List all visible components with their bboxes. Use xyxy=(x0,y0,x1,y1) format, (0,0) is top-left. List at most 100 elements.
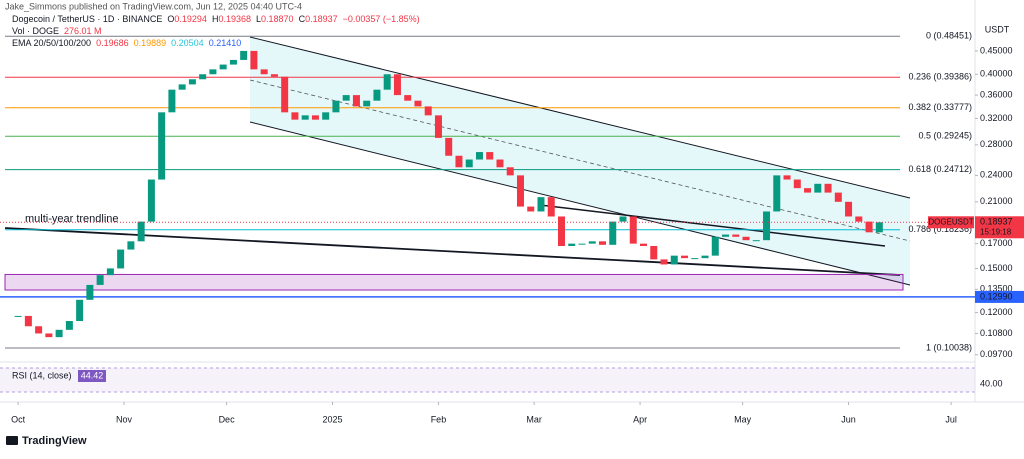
candle xyxy=(250,50,258,70)
candle xyxy=(291,112,299,120)
candle xyxy=(434,115,442,138)
rsi-band xyxy=(0,368,975,392)
y-tick-label: 0.24000 xyxy=(980,170,1013,180)
x-tick-label: Dec xyxy=(219,414,236,424)
ema-label: EMA 20/50/100/200 xyxy=(12,38,91,48)
candle xyxy=(527,206,535,212)
y-tick-label: 0.32000 xyxy=(980,113,1013,123)
ema-value: 0.19686 xyxy=(96,38,129,48)
candle xyxy=(804,188,812,193)
last-price-name-box xyxy=(928,216,974,229)
candle xyxy=(834,192,842,202)
ema-value: 0.19889 xyxy=(134,38,167,48)
candle xyxy=(619,216,627,222)
y-tick-label: 0.36000 xyxy=(980,89,1013,99)
candle xyxy=(65,321,73,330)
candle xyxy=(424,106,432,116)
candle xyxy=(445,137,453,156)
x-tick-label: Mar xyxy=(526,414,542,424)
footer-logo: TradingView xyxy=(6,435,87,447)
candle xyxy=(578,243,586,245)
ohlc-value: 0.19294 xyxy=(174,14,207,24)
legend-symbol: Dogecoin / TetherUS · 1D · BINANCE O0.192… xyxy=(12,14,420,24)
candle xyxy=(568,243,576,246)
fib-label: 0.5 (0.29245) xyxy=(918,131,972,141)
x-tick-label: Jun xyxy=(841,414,856,424)
candle xyxy=(486,152,494,160)
ohlc-key: O xyxy=(167,14,174,24)
candle xyxy=(383,74,391,90)
ohlc-value: 0.19368 xyxy=(218,14,251,24)
symbol: Dogecoin / TetherUS · 1D · BINANCE xyxy=(12,14,162,24)
candle xyxy=(516,175,524,207)
candle xyxy=(281,76,289,113)
logo-icon xyxy=(6,436,18,445)
rsi-tick-label: 40.00 xyxy=(980,378,1003,388)
candle xyxy=(260,69,268,75)
x-tick-label: Jul xyxy=(945,414,957,424)
candle xyxy=(640,243,648,246)
y-tick-label: 0.12000 xyxy=(980,307,1013,317)
candle xyxy=(875,222,883,233)
candle xyxy=(670,255,678,265)
candle xyxy=(732,234,740,237)
x-tick-label: Feb xyxy=(431,414,447,424)
ohlc-key: C xyxy=(299,14,306,24)
channel-mid xyxy=(249,79,911,242)
candle xyxy=(496,159,504,168)
channel-lower xyxy=(249,121,911,286)
zone xyxy=(4,273,904,291)
candle xyxy=(168,89,176,113)
trendline xyxy=(539,204,886,247)
candle xyxy=(322,112,330,120)
candle xyxy=(414,100,422,107)
channel-fill xyxy=(250,37,910,285)
candle xyxy=(845,201,853,217)
candle xyxy=(691,258,699,260)
candle xyxy=(106,268,114,276)
candle xyxy=(14,315,22,317)
y-tick-label: 0.45000 xyxy=(980,45,1013,55)
fib-label: 0.236 (0.39386) xyxy=(908,72,972,82)
fib-label: 1 (0.10038) xyxy=(926,342,972,352)
candle xyxy=(763,211,771,241)
candle xyxy=(158,112,166,180)
candle xyxy=(475,152,483,160)
y-tick-label: 0.17000 xyxy=(980,238,1013,248)
candle xyxy=(598,241,606,245)
candle xyxy=(55,329,63,338)
fib-label: 0.382 (0.33777) xyxy=(908,102,972,112)
x-tick-label: 2025 xyxy=(323,414,343,424)
annotation: multi-year trendline xyxy=(25,213,119,225)
publisher: Jake_Simmons published on TradingView.co… xyxy=(5,1,302,11)
last-price-value: 0.18937 xyxy=(980,217,1013,227)
volume-label: Vol · DOGE xyxy=(12,26,59,36)
ema-value: 0.20504 xyxy=(171,38,204,48)
candle xyxy=(96,275,104,285)
candle xyxy=(35,326,43,334)
candle xyxy=(24,315,32,327)
y-tick-label: 0.40000 xyxy=(980,69,1013,79)
candle xyxy=(127,241,135,250)
candle xyxy=(137,221,145,242)
candle xyxy=(117,249,125,269)
candle xyxy=(783,175,791,180)
candle xyxy=(240,50,248,60)
y-tick-label: 0.21000 xyxy=(980,196,1013,206)
y-tick-label: 0.10800 xyxy=(980,328,1013,338)
support-label: 0.12990 xyxy=(980,291,1013,301)
x-tick-label: May xyxy=(734,414,752,424)
legend-ema: EMA 20/50/100/200 0.19686 0.19889 0.20504 0.… xyxy=(12,38,241,48)
y-tick-label: 0.15000 xyxy=(980,263,1013,273)
candle xyxy=(301,115,309,120)
candle xyxy=(660,259,668,265)
channel-upper xyxy=(249,36,911,199)
candle xyxy=(814,183,822,193)
candle xyxy=(557,216,565,246)
rsi-value-box xyxy=(78,370,106,382)
candle xyxy=(76,299,84,322)
candle xyxy=(773,175,781,212)
candle xyxy=(270,74,278,77)
x-tick-label: Oct xyxy=(11,414,26,424)
candle xyxy=(404,95,412,101)
